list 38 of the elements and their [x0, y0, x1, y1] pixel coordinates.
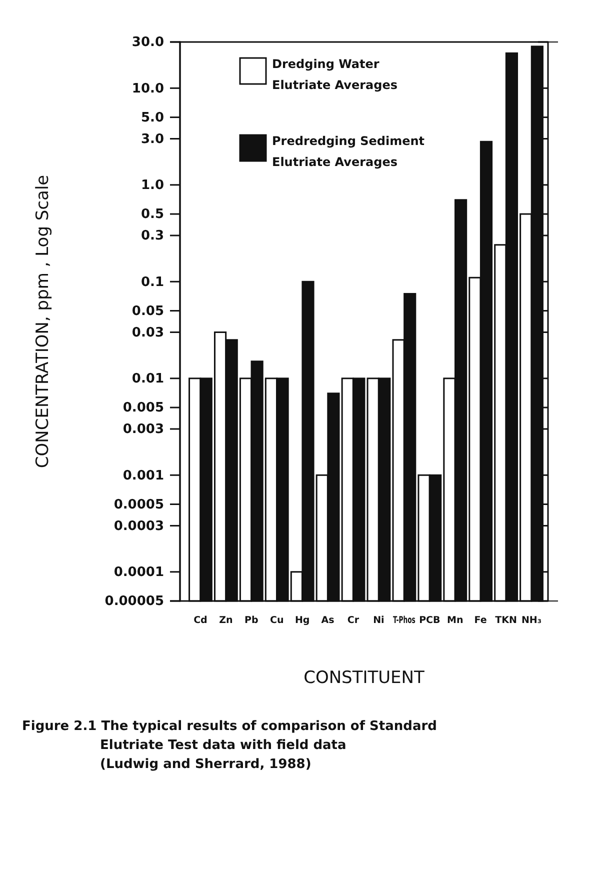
y-tick-label: 1.0 [140, 178, 164, 194]
y-tick-label: 0.0003 [114, 518, 164, 534]
x-tick-label: Hg [294, 615, 310, 626]
x-tick-label: Pb [244, 615, 258, 626]
y-tick-label: 0.5 [140, 207, 164, 222]
x-axis-title: CONSTITUENT [304, 668, 426, 688]
x-tick-label: Cd [194, 615, 208, 626]
y-tick-label: 5.0 [140, 110, 164, 126]
x-tick-label: As [321, 615, 335, 626]
x-tick-label: NH₃ [521, 615, 542, 626]
x-tick-label: Zn [219, 615, 234, 626]
legend-label: Predredging Sediment Elutriate Averages [272, 134, 425, 169]
legend-label: Dredging Water Elutriate Averages [272, 57, 398, 92]
x-tick-label: Fe [474, 615, 487, 626]
x-tick-label: Mn [447, 615, 464, 626]
y-tick-label: 0.1 [140, 274, 164, 290]
y-tick-label: 0.003 [122, 422, 164, 438]
y-tick-label: 0.3 [140, 228, 164, 244]
x-tick-label: Ni [373, 615, 384, 626]
x-tick-label: TKN [495, 615, 517, 626]
y-tick-label: 3.0 [140, 132, 164, 147]
y-tick-label: 0.005 [122, 400, 164, 416]
y-tick-label: 0.05 [132, 304, 164, 319]
y-tick-label: 0.00005 [104, 594, 164, 610]
x-tick-label: Cu [270, 615, 284, 626]
caption: Figure 2.1 The typical results of comparison of Standard [22, 719, 437, 734]
text: Elutriate Test data with field data [100, 738, 346, 753]
y-tick-label: 0.0001 [114, 565, 164, 580]
text: (Ludwig and Sherrard, 1988) [100, 757, 312, 772]
x-tick-label: Cr [347, 615, 360, 626]
y-tick-label: 10.0 [132, 81, 164, 96]
y-axis-title: CONCENTRATION, ppm , Log Scale [33, 174, 53, 468]
x-tick-label: PCB [419, 615, 440, 626]
y-tick-label: 0.03 [132, 325, 164, 340]
y-tick-label: 0.001 [122, 468, 164, 484]
y-tick-label: 30.0 [132, 35, 164, 50]
y-tick-label: 0.0005 [114, 497, 164, 512]
y-tick-label: 0.01 [132, 372, 164, 387]
